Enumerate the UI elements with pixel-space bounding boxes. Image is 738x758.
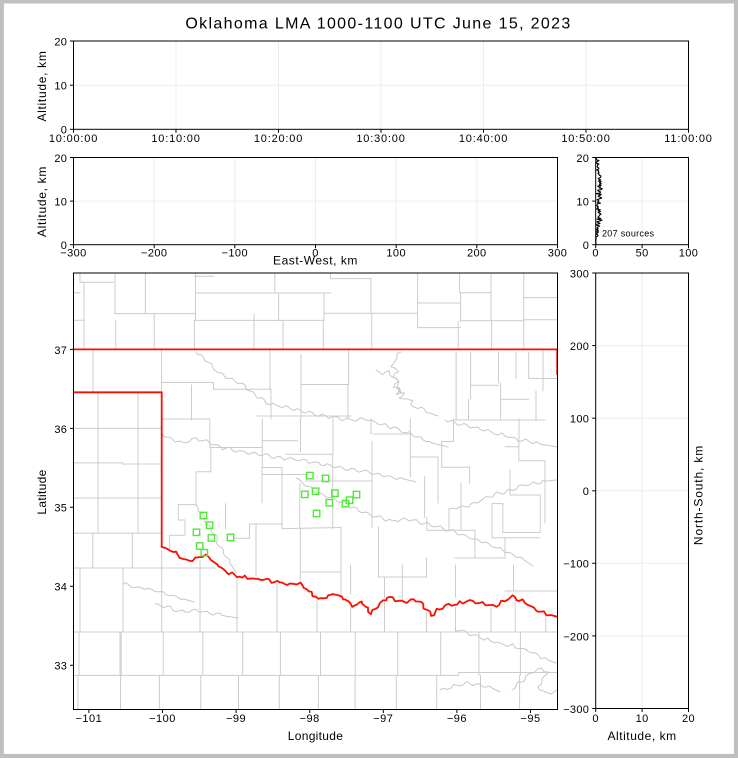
svg-text:200: 200: [570, 341, 589, 353]
svg-text:20: 20: [576, 153, 589, 165]
svg-text:35: 35: [54, 503, 67, 515]
svg-text:300: 300: [570, 268, 589, 280]
svg-text:−300: −300: [563, 704, 589, 716]
svg-text:10: 10: [636, 713, 649, 725]
svg-text:−100: −100: [563, 559, 589, 571]
svg-text:−96: −96: [447, 713, 467, 725]
svg-text:50: 50: [636, 248, 649, 260]
svg-text:0: 0: [583, 240, 589, 252]
svg-text:20: 20: [54, 36, 67, 48]
svg-text:200: 200: [467, 248, 487, 260]
svg-text:−300: −300: [60, 248, 86, 260]
svg-text:33: 33: [54, 661, 67, 673]
svg-text:0: 0: [61, 125, 67, 137]
svg-text:−98: −98: [300, 713, 320, 725]
svg-text:Latitude: Latitude: [35, 469, 49, 514]
svg-text:20: 20: [54, 153, 67, 165]
svg-text:Altitude, km: Altitude, km: [35, 166, 49, 237]
svg-text:20: 20: [682, 713, 695, 725]
svg-text:100: 100: [679, 248, 699, 260]
svg-text:100: 100: [570, 414, 589, 426]
svg-text:10: 10: [54, 197, 67, 209]
svg-text:North-South, km: North-South, km: [692, 445, 706, 545]
svg-text:−200: −200: [563, 631, 589, 643]
svg-text:37: 37: [54, 345, 67, 357]
svg-text:10:20:00: 10:20:00: [254, 133, 303, 145]
svg-text:0: 0: [312, 248, 319, 260]
svg-text:0: 0: [583, 486, 589, 498]
svg-text:Longitude: Longitude: [288, 729, 343, 743]
svg-text:10:00:00: 10:00:00: [49, 133, 98, 145]
svg-text:−200: −200: [141, 248, 167, 260]
svg-text:−100: −100: [149, 713, 176, 725]
svg-text:East-West, km: East-West, km: [273, 254, 358, 268]
svg-text:0: 0: [592, 248, 599, 260]
svg-text:300: 300: [548, 248, 568, 260]
svg-text:207 sources: 207 sources: [602, 229, 655, 239]
svg-text:10:30:00: 10:30:00: [356, 133, 405, 145]
svg-text:10: 10: [54, 81, 67, 93]
svg-text:0: 0: [592, 713, 599, 725]
svg-text:−97: −97: [373, 713, 393, 725]
svg-text:10:50:00: 10:50:00: [561, 133, 610, 145]
svg-text:34: 34: [54, 582, 67, 594]
svg-text:0: 0: [61, 240, 67, 252]
svg-text:36: 36: [54, 424, 67, 436]
svg-text:Oklahoma LMA 1000-1100 UTC Jun: Oklahoma LMA 1000-1100 UTC June 15, 2023: [185, 16, 571, 33]
svg-text:100: 100: [386, 248, 406, 260]
svg-text:−101: −101: [76, 713, 103, 725]
svg-text:Altitude, km: Altitude, km: [35, 50, 49, 121]
svg-text:10: 10: [576, 197, 589, 209]
svg-text:−100: −100: [222, 248, 248, 260]
svg-text:10:10:00: 10:10:00: [151, 133, 200, 145]
svg-text:−99: −99: [226, 713, 246, 725]
svg-text:11:00:00: 11:00:00: [664, 133, 712, 145]
svg-text:Altitude, km: Altitude, km: [607, 729, 676, 743]
svg-text:10:40:00: 10:40:00: [459, 133, 508, 145]
svg-text:−95: −95: [520, 713, 540, 725]
